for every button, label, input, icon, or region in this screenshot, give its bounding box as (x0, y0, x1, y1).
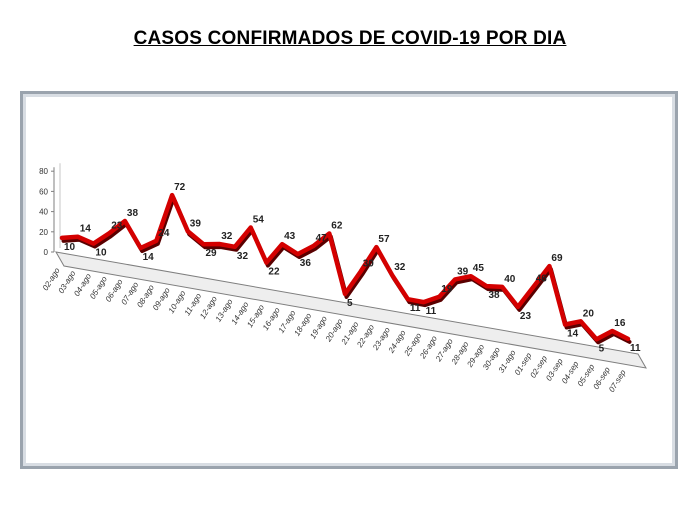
data-label: 57 (378, 234, 390, 245)
data-point (60, 236, 64, 240)
data-point (595, 337, 599, 341)
data-point (264, 261, 268, 265)
data-label: 30 (363, 259, 375, 270)
data-label: 5 (347, 298, 353, 309)
data-point (201, 242, 206, 246)
data-label: 32 (221, 231, 233, 242)
data-label: 10 (95, 248, 107, 259)
data-point (374, 245, 378, 249)
chart-floor (55, 251, 647, 369)
data-label: 54 (253, 215, 265, 226)
data-point (343, 292, 347, 296)
data-label: 22 (268, 267, 280, 278)
chart-frame (20, 91, 678, 469)
data-label: 32 (394, 262, 406, 273)
data-point (280, 242, 284, 246)
data-point (123, 219, 127, 223)
data-labels: 1014102338142472392932325422433647625305… (64, 182, 641, 354)
data-point (154, 239, 158, 243)
data-point (296, 252, 300, 256)
data-label: 39 (457, 266, 469, 277)
data-label: 72 (174, 182, 186, 193)
data-point (500, 285, 504, 289)
data-label: 43 (284, 231, 296, 242)
data-point (217, 242, 221, 246)
data-point (312, 244, 316, 248)
data-point (469, 274, 473, 278)
data-label: 47 (316, 233, 328, 244)
data-point (453, 277, 457, 281)
data-label: 23 (520, 311, 532, 322)
data-point (406, 297, 410, 301)
data-label: 38 (489, 290, 501, 301)
data-point (91, 242, 95, 246)
data-point (327, 231, 331, 236)
data-label: 11 (426, 306, 437, 317)
data-point (249, 225, 253, 230)
data-label: 20 (583, 308, 595, 319)
data-label: 14 (80, 224, 92, 235)
page-title: CASOS CONFIRMADOS DE COVID-19 POR DIA (133, 28, 567, 49)
data-label: 40 (504, 274, 516, 285)
data-point (233, 245, 237, 249)
data-label: 14 (143, 252, 155, 263)
data-label: 5 (599, 343, 605, 354)
data-point (579, 319, 583, 323)
y-tick-label: 0 (44, 248, 49, 257)
data-label: 46 (536, 274, 548, 285)
data-label: 45 (473, 263, 485, 274)
data-label: 69 (551, 253, 563, 264)
data-point (610, 329, 614, 333)
series-layer (59, 192, 632, 345)
data-label: 29 (206, 248, 218, 259)
data-label: 10 (64, 242, 76, 253)
y-tick-label: 40 (39, 208, 48, 217)
y-tick-label: 80 (39, 167, 48, 176)
data-point (107, 231, 111, 235)
chart-axes: 0 20 40 60 80 (39, 163, 647, 369)
data-label: 23 (111, 220, 123, 231)
data-label: 38 (127, 208, 139, 219)
data-label: 24 (158, 228, 170, 239)
data-label: 16 (614, 318, 626, 329)
y-tick-label: 60 (39, 187, 48, 196)
data-label: 11 (410, 303, 421, 314)
data-label: 11 (630, 343, 641, 354)
data-point (437, 295, 441, 299)
data-point (76, 235, 80, 239)
data-point (390, 273, 394, 277)
data-label: 32 (237, 251, 249, 262)
data-label: 36 (300, 258, 312, 269)
data-point (186, 229, 190, 233)
data-point (532, 284, 536, 289)
data-point (422, 300, 426, 304)
data-point (563, 322, 567, 327)
series-line-shadow (61, 196, 632, 345)
y-tick-label: 20 (39, 228, 48, 237)
series-line (59, 192, 631, 342)
data-point (139, 246, 143, 250)
data-point (547, 264, 552, 268)
data-point (626, 337, 630, 341)
data-label: 62 (331, 221, 343, 232)
data-point (516, 305, 520, 309)
data-point (359, 269, 363, 274)
data-label: 14 (567, 329, 579, 340)
data-point (170, 193, 174, 197)
data-label: 19 (441, 284, 453, 295)
data-point (484, 284, 489, 288)
data-label: 39 (190, 218, 202, 229)
